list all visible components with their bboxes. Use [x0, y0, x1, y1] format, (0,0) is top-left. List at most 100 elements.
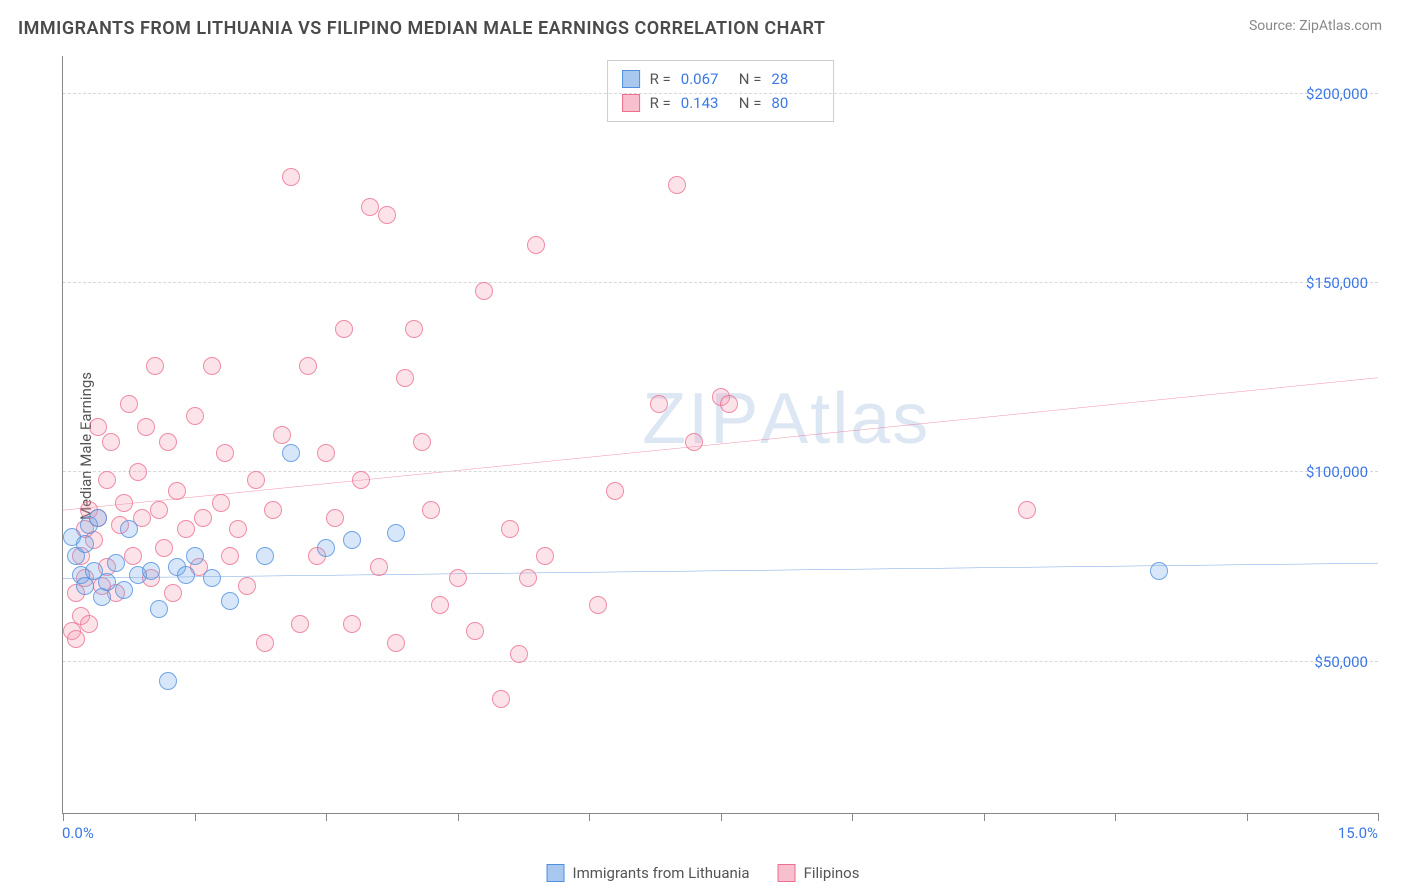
scatter-point	[449, 569, 467, 587]
scatter-point	[155, 539, 173, 557]
scatter-point	[378, 206, 396, 224]
scatter-point	[422, 501, 440, 519]
chart-header: IMMIGRANTS FROM LITHUANIA VS FILIPINO ME…	[0, 0, 1406, 47]
scatter-point	[164, 584, 182, 602]
scatter-point	[343, 531, 361, 549]
legend-label: Filipinos	[804, 864, 860, 882]
chart-container: Median Male Earnings ZIPAtlas R =0.067N …	[18, 48, 1388, 844]
correlation-stats-box: R =0.067N =28R =0.143N =80	[607, 60, 835, 122]
scatter-point	[194, 509, 212, 527]
scatter-point	[159, 433, 177, 451]
scatter-point	[273, 426, 291, 444]
scatter-point	[317, 539, 335, 557]
r-label: R =	[650, 67, 671, 91]
scatter-point	[89, 418, 107, 436]
x-tick	[458, 813, 459, 821]
scatter-point	[1150, 562, 1168, 580]
scatter-point	[492, 690, 510, 708]
scatter-point	[668, 176, 686, 194]
n-value: 28	[771, 67, 819, 91]
scatter-point	[120, 395, 138, 413]
legend-swatch	[622, 94, 640, 112]
plot-area: ZIPAtlas R =0.067N =28R =0.143N =80 $50,…	[62, 56, 1378, 814]
scatter-point	[405, 320, 423, 338]
scatter-point	[650, 395, 668, 413]
scatter-point	[67, 630, 85, 648]
x-tick	[852, 813, 853, 821]
scatter-point	[606, 482, 624, 500]
scatter-point	[150, 600, 168, 618]
stats-row: R =0.143N =80	[622, 91, 820, 115]
scatter-point	[142, 562, 160, 580]
scatter-point	[177, 566, 195, 584]
scatter-point	[343, 615, 361, 633]
scatter-point	[102, 433, 120, 451]
scatter-point	[221, 547, 239, 565]
trend-line	[63, 563, 1378, 578]
scatter-point	[282, 444, 300, 462]
scatter-point	[361, 198, 379, 216]
scatter-point	[203, 569, 221, 587]
scatter-point	[256, 634, 274, 652]
scatter-point	[431, 596, 449, 614]
scatter-point	[186, 407, 204, 425]
scatter-point	[387, 634, 405, 652]
scatter-point	[1018, 501, 1036, 519]
scatter-point	[352, 471, 370, 489]
scatter-point	[238, 577, 256, 595]
scatter-point	[146, 357, 164, 375]
source-value: ZipAtlas.com	[1299, 18, 1382, 34]
legend-swatch	[622, 70, 640, 88]
scatter-point	[159, 672, 177, 690]
n-label: N =	[739, 67, 762, 91]
gridline-h	[63, 93, 1378, 94]
trend-lines-layer	[63, 56, 1378, 813]
scatter-point	[720, 395, 738, 413]
scatter-point	[335, 320, 353, 338]
gridline-h	[63, 661, 1378, 662]
scatter-point	[212, 494, 230, 512]
scatter-point	[264, 501, 282, 519]
scatter-point	[536, 547, 554, 565]
scatter-point	[247, 471, 265, 489]
x-tick	[589, 813, 590, 821]
scatter-point	[589, 596, 607, 614]
x-tick	[1115, 813, 1116, 821]
scatter-point	[115, 581, 133, 599]
scatter-point	[299, 357, 317, 375]
scatter-point	[89, 509, 107, 527]
scatter-point	[115, 494, 133, 512]
scatter-point	[229, 520, 247, 538]
y-tick-label: $50,000	[1314, 653, 1368, 671]
scatter-point	[370, 558, 388, 576]
scatter-point	[124, 547, 142, 565]
x-tick	[326, 813, 327, 821]
bottom-legend: Immigrants from Lithuania Filipinos	[547, 864, 860, 882]
scatter-point	[93, 588, 111, 606]
x-tick-label-end: 15.0%	[1338, 824, 1378, 842]
scatter-point	[177, 520, 195, 538]
legend-swatch	[547, 864, 565, 882]
scatter-point	[282, 168, 300, 186]
scatter-point	[501, 520, 519, 538]
scatter-point	[221, 592, 239, 610]
scatter-point	[168, 482, 186, 500]
scatter-point	[413, 433, 431, 451]
scatter-point	[186, 547, 204, 565]
x-tick	[721, 813, 722, 821]
n-label: N =	[739, 91, 762, 115]
scatter-point	[527, 236, 545, 254]
scatter-point	[98, 573, 116, 591]
source-attribution: Source: ZipAtlas.com	[1249, 18, 1382, 34]
y-tick-label: $100,000	[1306, 463, 1368, 481]
x-tick	[1378, 813, 1379, 821]
n-value: 80	[771, 91, 819, 115]
scatter-point	[203, 357, 221, 375]
scatter-point	[317, 444, 335, 462]
scatter-point	[120, 520, 138, 538]
legend-swatch	[778, 864, 796, 882]
legend-label: Immigrants from Lithuania	[573, 864, 750, 882]
r-label: R =	[650, 91, 671, 115]
source-label: Source:	[1249, 18, 1299, 34]
scatter-point	[685, 433, 703, 451]
